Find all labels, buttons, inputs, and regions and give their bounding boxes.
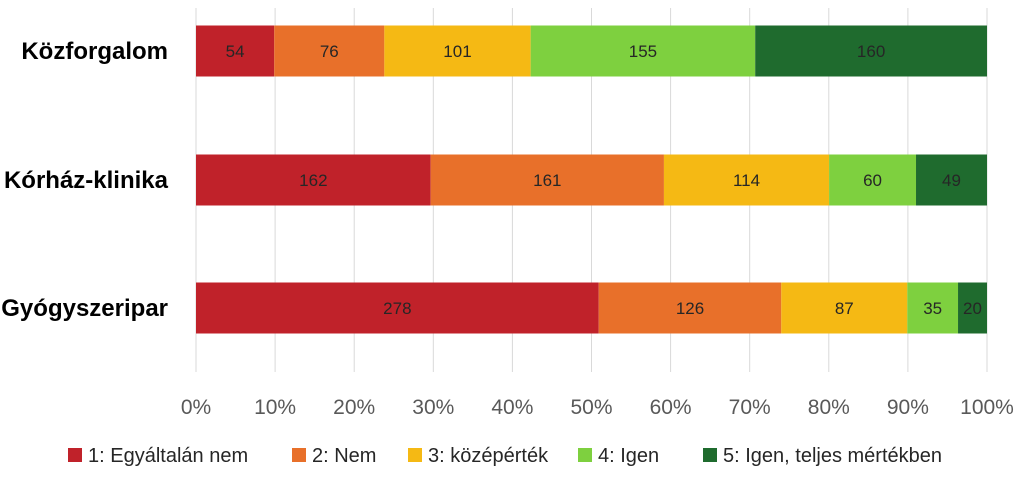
bar-segment bbox=[196, 282, 599, 334]
legend-swatch bbox=[292, 448, 306, 462]
bar-segment bbox=[663, 154, 830, 206]
data-label: 35 bbox=[923, 299, 942, 318]
x-tick-label: 50% bbox=[570, 396, 612, 419]
data-label: 60 bbox=[863, 171, 882, 190]
bar-segment bbox=[781, 282, 908, 334]
x-tick-label: 70% bbox=[729, 396, 771, 419]
legend-label: 3: középérték bbox=[428, 445, 549, 467]
bar-segment bbox=[916, 154, 987, 206]
category-labels: Közforgalom Kórház-klinika Gyógyszeripar bbox=[1, 38, 168, 322]
x-tick-label: 20% bbox=[333, 396, 375, 419]
legend-swatch bbox=[68, 448, 82, 462]
x-tick-label: 80% bbox=[808, 396, 850, 419]
bar-segment bbox=[958, 282, 987, 334]
legend-swatch bbox=[408, 448, 422, 462]
legend-swatch bbox=[578, 448, 592, 462]
bars: 54 76 101 155 160 162 161 114 60 49 278 126 87 35 20 bbox=[196, 25, 987, 334]
x-tick-label: 100% bbox=[960, 396, 1014, 419]
bar-segment bbox=[530, 25, 756, 77]
data-label: 101 bbox=[443, 42, 471, 61]
category-label: Gyógyszeripar bbox=[1, 295, 168, 322]
data-label: 114 bbox=[733, 171, 760, 190]
x-tick-label: 40% bbox=[491, 396, 533, 419]
legend-label: 5: Igen, teljes mértékben bbox=[723, 445, 942, 467]
data-label: 76 bbox=[320, 42, 339, 61]
x-tick-label: 60% bbox=[650, 396, 692, 419]
bar-segment bbox=[755, 25, 987, 77]
data-label: 20 bbox=[963, 299, 982, 318]
bar-segment bbox=[196, 154, 431, 206]
bar-segment bbox=[384, 25, 531, 77]
data-label: 126 bbox=[676, 299, 704, 318]
x-tick-label: 30% bbox=[412, 396, 454, 419]
data-label: 54 bbox=[226, 42, 245, 61]
legend-label: 4: Igen bbox=[598, 445, 659, 467]
category-label: Kórház-klinika bbox=[4, 167, 169, 194]
data-label: 160 bbox=[857, 42, 885, 61]
bar-segment bbox=[196, 25, 275, 77]
data-label: 162 bbox=[299, 171, 327, 190]
legend-swatch bbox=[703, 448, 717, 462]
data-label: 87 bbox=[835, 299, 854, 318]
data-label: 278 bbox=[383, 299, 411, 318]
category-label: Közforgalom bbox=[21, 38, 168, 65]
bar-segment bbox=[907, 282, 959, 334]
bar-segment bbox=[598, 282, 782, 334]
data-label: 155 bbox=[629, 42, 657, 61]
legend-label: 1: Egyáltalán nem bbox=[88, 445, 248, 467]
legend: 1: Egyáltalán nem 2: Nem 3: középérték 4: I… bbox=[68, 445, 942, 467]
data-label: 49 bbox=[942, 171, 961, 190]
bar-segment bbox=[829, 154, 917, 206]
legend-label: 2: Nem bbox=[312, 445, 376, 467]
x-tick-label: 0% bbox=[181, 396, 211, 419]
bar-segment bbox=[430, 154, 664, 206]
data-label: 161 bbox=[533, 171, 561, 190]
x-tick-label: 10% bbox=[254, 396, 296, 419]
x-tick-label: 90% bbox=[887, 396, 929, 419]
bar-segment bbox=[274, 25, 385, 77]
x-axis-ticks: 0% 10% 20% 30% 40% 50% 60% 70% 80% 90% 100% bbox=[181, 396, 1014, 419]
